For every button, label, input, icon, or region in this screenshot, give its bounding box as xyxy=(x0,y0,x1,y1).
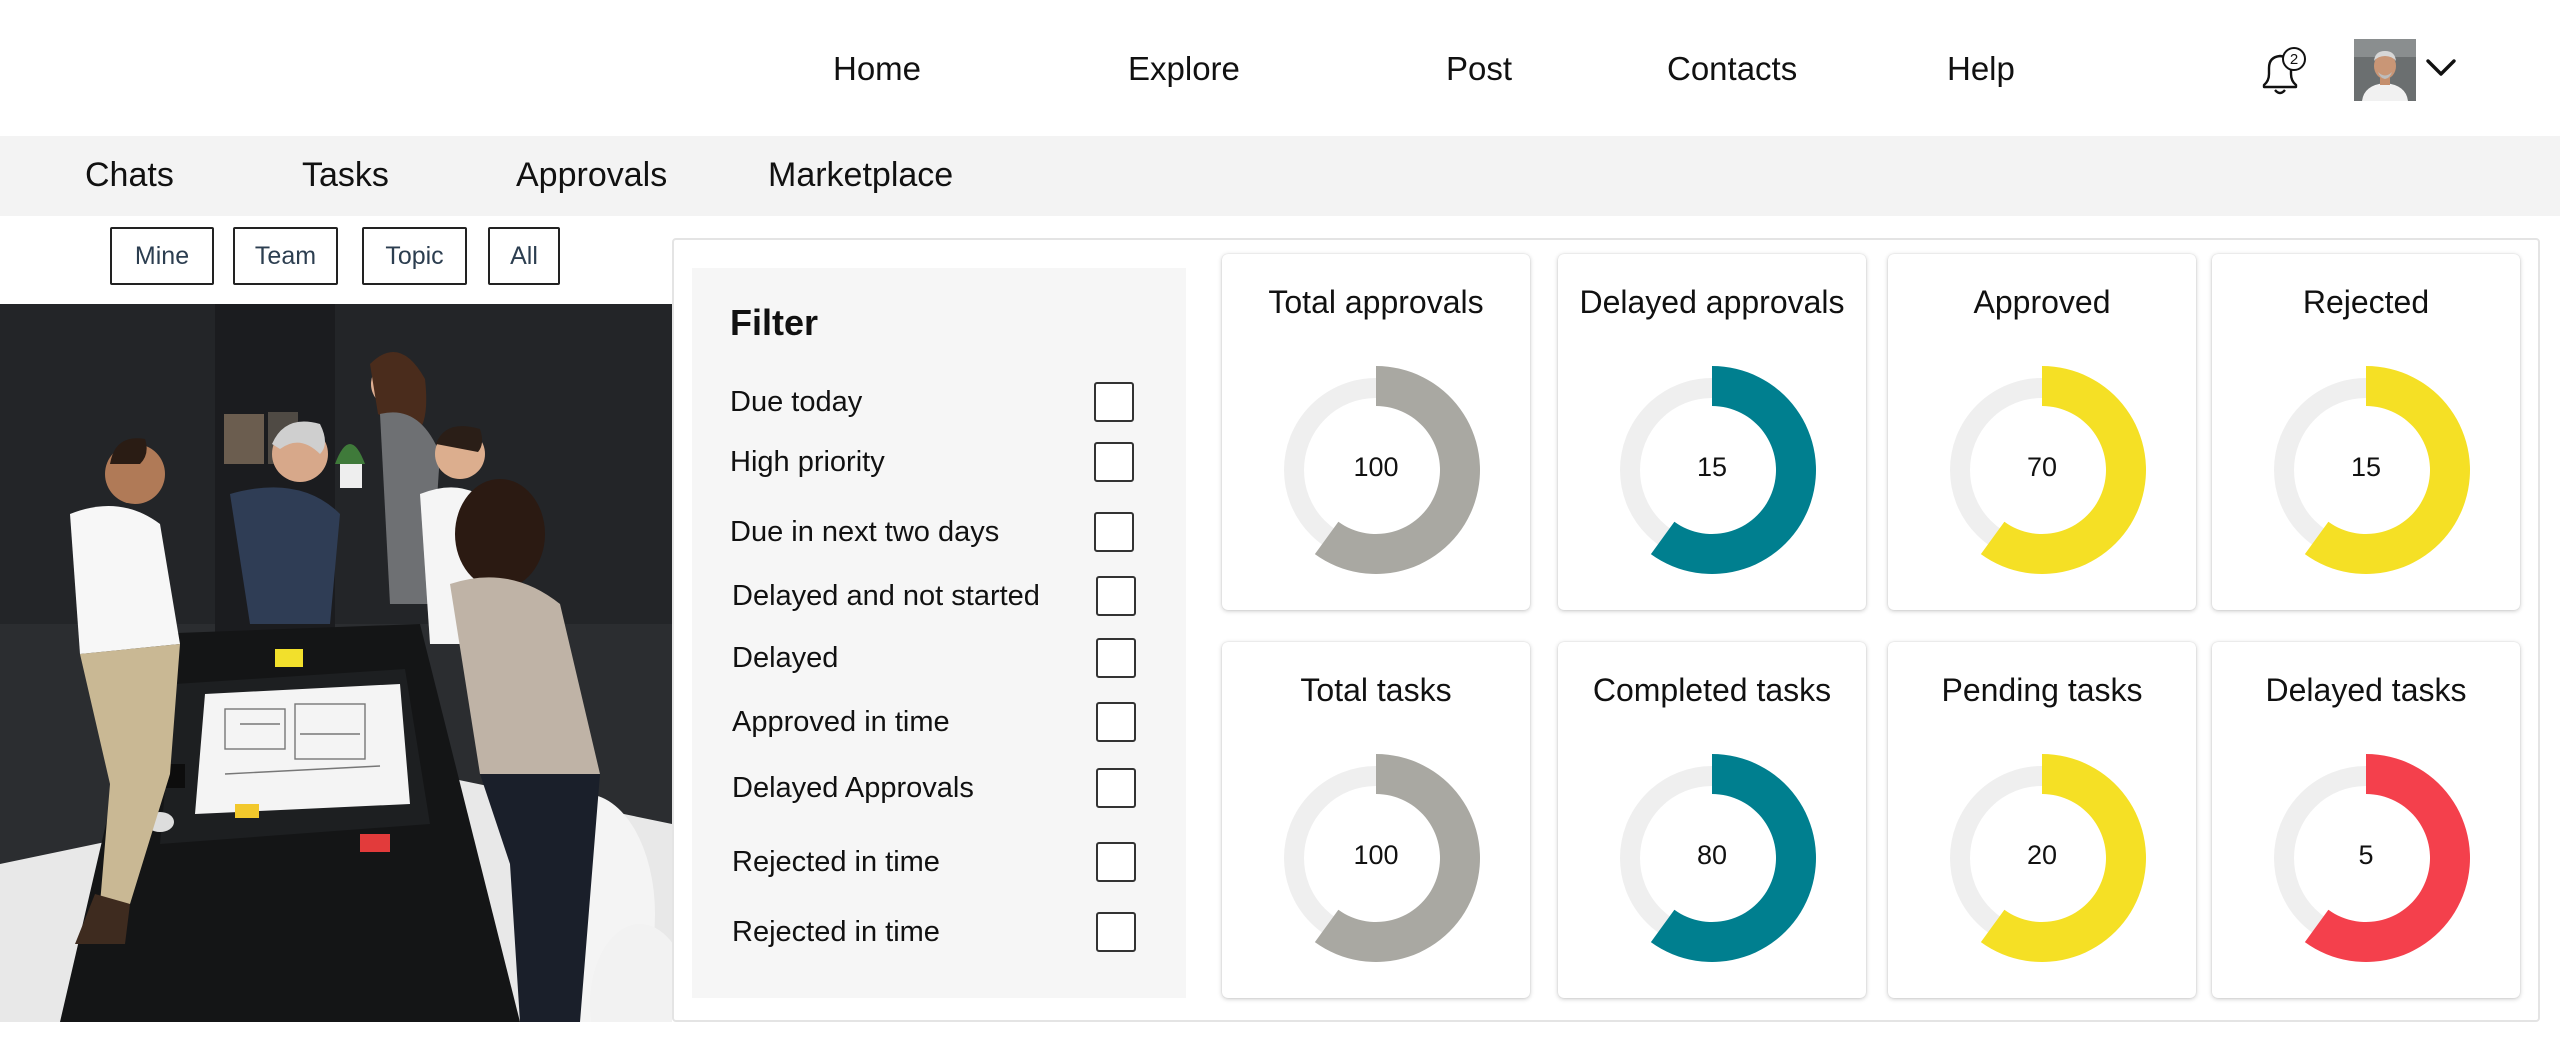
filter-option-high-priority: High priority xyxy=(730,442,1160,486)
filter-checkbox[interactable] xyxy=(1096,842,1136,882)
filter-option-delayed-not-started: Delayed and not started xyxy=(730,576,1160,620)
stat-card-pending-tasks[interactable]: Pending tasks 20 xyxy=(1888,642,2196,998)
stat-card-total-approvals[interactable]: Total approvals 100 xyxy=(1222,254,1530,610)
donut-chart-icon xyxy=(1950,366,2146,574)
donut-arc xyxy=(2304,366,2470,574)
tab-tasks[interactable]: Tasks xyxy=(302,156,389,194)
filter-checkbox[interactable] xyxy=(1094,442,1134,482)
section-tabs: Chats Tasks Approvals Marketplace xyxy=(0,136,2560,216)
stat-card-value: 20 xyxy=(2026,840,2058,870)
filter-option-delayed-approvals: Delayed Approvals xyxy=(730,768,1160,812)
stat-card-value: 100 xyxy=(1353,452,1399,482)
filter-label: Rejected in time xyxy=(732,846,940,878)
filter-panel: Filter Due today High priority Due in ne… xyxy=(692,268,1186,998)
filter-checkbox[interactable] xyxy=(1096,638,1136,678)
donut-chart-icon xyxy=(1284,366,1480,574)
donut-arc xyxy=(1980,366,2146,574)
filter-checkbox[interactable] xyxy=(1096,912,1136,952)
team-meeting-photo xyxy=(0,304,672,1022)
scope-mine-button[interactable]: Mine xyxy=(110,227,214,285)
tab-approvals[interactable]: Approvals xyxy=(516,156,668,194)
filter-option-approved-in-time: Approved in time xyxy=(730,702,1160,746)
stat-card-title: Delayed approvals xyxy=(1579,284,1845,320)
filter-option-due-today: Due today xyxy=(730,382,1160,426)
filter-option-rejected-in-time: Rejected in time xyxy=(730,842,1160,886)
nav-item-post[interactable]: Post xyxy=(1446,50,1513,87)
notification-bell-button[interactable]: 2 xyxy=(2252,44,2310,102)
donut-arc xyxy=(2304,754,2470,962)
tab-chats[interactable]: Chats xyxy=(85,156,174,194)
nav-item-explore[interactable]: Explore xyxy=(1128,50,1240,87)
bell-icon: 2 xyxy=(2262,47,2306,95)
tab-marketplace[interactable]: Marketplace xyxy=(768,156,954,194)
donut-arc xyxy=(1314,754,1480,962)
stat-card-title: Total tasks xyxy=(1300,672,1452,708)
stat-card-value: 15 xyxy=(2350,452,2382,482)
donut-chart-icon xyxy=(2274,754,2470,962)
avatar[interactable] xyxy=(2354,39,2416,101)
stat-card-total-tasks[interactable]: Total tasks 100 xyxy=(1222,642,1530,998)
filter-label: High priority xyxy=(730,446,885,478)
donut-chart-icon xyxy=(1284,754,1480,962)
stat-card-title: Approved xyxy=(1973,284,2111,320)
filter-label: Delayed and not started xyxy=(732,580,1040,612)
stat-card-completed-tasks[interactable]: Completed tasks 80 xyxy=(1558,642,1866,998)
donut-chart-icon xyxy=(1950,754,2146,962)
filter-checkbox[interactable] xyxy=(1096,768,1136,808)
nav-item-home[interactable]: Home xyxy=(833,50,922,87)
filter-option-due-next-two-days: Due in next two days xyxy=(730,512,1160,556)
stat-card-approved[interactable]: Approved 70 xyxy=(1888,254,2196,610)
stat-card-title: Pending tasks xyxy=(1941,672,2143,708)
stat-card-delayed-approvals[interactable]: Delayed approvals 15 xyxy=(1558,254,1866,610)
donut-chart-icon xyxy=(1620,754,1816,962)
stat-card-title: Total approvals xyxy=(1268,284,1484,320)
donut-chart-icon xyxy=(2274,366,2470,574)
scope-all-button[interactable]: All xyxy=(488,227,560,285)
donut-arc xyxy=(1650,754,1816,962)
team-meeting-image-icon xyxy=(0,304,672,1022)
filter-option-delayed: Delayed xyxy=(730,638,1160,682)
filter-label: Approved in time xyxy=(732,706,950,738)
stat-card-title: Delayed tasks xyxy=(2265,672,2467,708)
filter-option-rejected-in-time-2: Rejected in time xyxy=(730,912,1160,956)
top-navigation-bar: Home Explore Post Contacts Help 2 xyxy=(0,0,2560,136)
donut-arc xyxy=(1650,366,1816,574)
filter-title: Filter xyxy=(730,302,819,343)
nav-item-contacts[interactable]: Contacts xyxy=(1667,50,1798,87)
notification-count: 2 xyxy=(2290,51,2298,68)
donut-arc xyxy=(1314,366,1480,574)
filter-label: Due today xyxy=(730,386,863,418)
nav-item-help[interactable]: Help xyxy=(1947,50,2015,87)
stat-card-value: 5 xyxy=(2358,840,2374,870)
filter-label: Delayed xyxy=(732,642,839,674)
donut-arc xyxy=(1980,754,2146,962)
stat-card-delayed-tasks[interactable]: Delayed tasks 5 xyxy=(2212,642,2520,998)
donut-chart-icon xyxy=(1620,366,1816,574)
stat-card-value: 15 xyxy=(1696,452,1728,482)
filter-checkbox[interactable] xyxy=(1096,576,1136,616)
stat-card-title: Rejected xyxy=(2302,284,2430,320)
user-avatar-icon xyxy=(2354,39,2416,101)
chevron-down-icon xyxy=(2426,59,2456,76)
filter-label: Delayed Approvals xyxy=(732,772,974,804)
stat-card-rejected[interactable]: Rejected 15 xyxy=(2212,254,2520,610)
scope-topic-button[interactable]: Topic xyxy=(362,227,467,285)
filter-label: Rejected in time xyxy=(732,916,940,948)
scope-team-button[interactable]: Team xyxy=(233,227,338,285)
filter-checkbox[interactable] xyxy=(1096,702,1136,742)
stat-card-title: Completed tasks xyxy=(1592,672,1832,708)
filter-checkbox[interactable] xyxy=(1094,382,1134,422)
filter-checkbox[interactable] xyxy=(1094,512,1134,552)
stat-card-value: 70 xyxy=(2026,452,2058,482)
stat-card-value: 100 xyxy=(1353,840,1399,870)
account-menu-toggle[interactable] xyxy=(2424,56,2458,80)
stat-card-value: 80 xyxy=(1696,840,1728,870)
filter-label: Due in next two days xyxy=(730,516,1000,548)
